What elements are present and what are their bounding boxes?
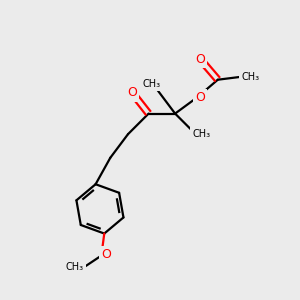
Text: CH₃: CH₃ [241, 72, 259, 82]
Text: O: O [101, 248, 111, 261]
Text: CH₃: CH₃ [142, 79, 160, 89]
Text: O: O [128, 86, 137, 100]
Text: O: O [195, 91, 205, 104]
Text: CH₃: CH₃ [66, 262, 84, 272]
Text: O: O [195, 52, 205, 66]
Text: CH₃: CH₃ [193, 129, 211, 139]
